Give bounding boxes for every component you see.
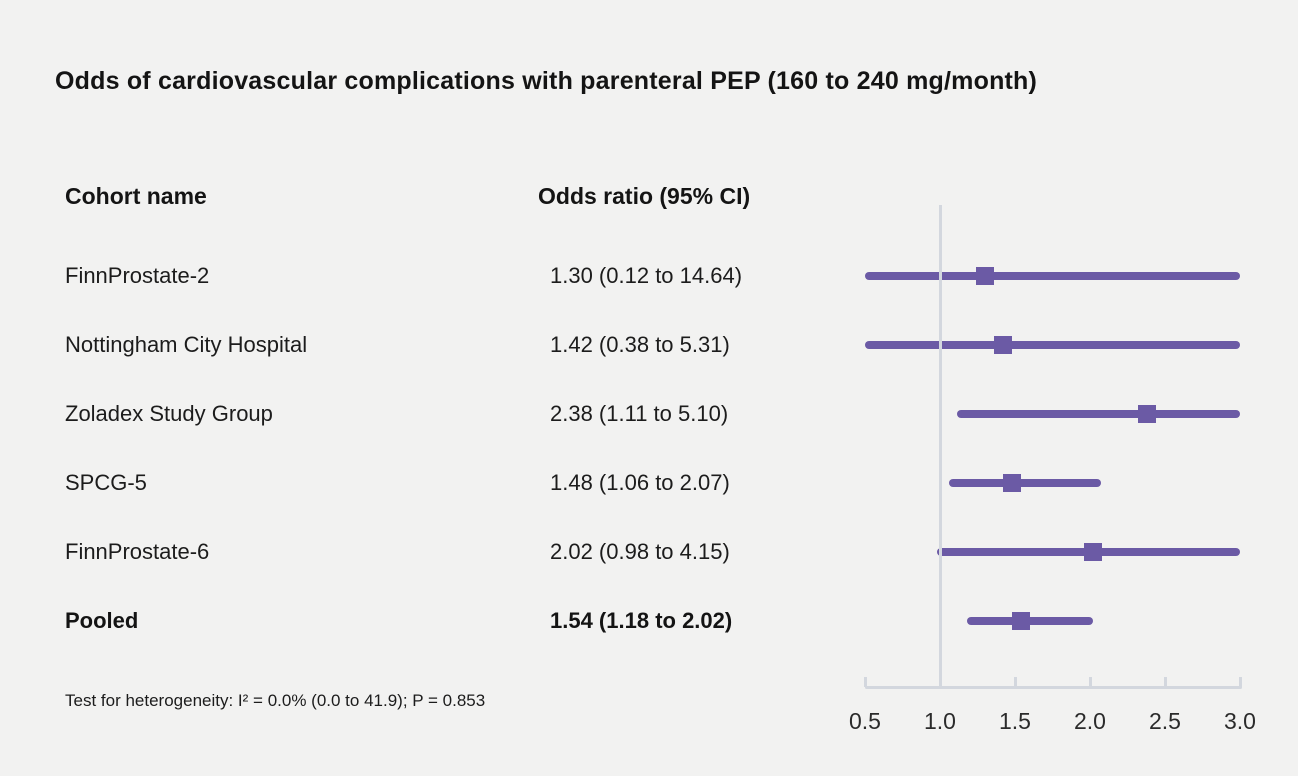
odds-ratio-marker bbox=[1003, 474, 1021, 492]
odds-ratio-value: 1.30 (0.12 to 14.64) bbox=[550, 263, 743, 288]
reference-line bbox=[938, 205, 942, 689]
x-axis-tick-label: 1.5 bbox=[999, 708, 1031, 734]
odds-ratio-value: 1.54 (1.18 to 2.02) bbox=[550, 608, 733, 633]
odds-ratio-marker bbox=[994, 336, 1012, 354]
odds-ratio-marker bbox=[1012, 612, 1030, 630]
x-axis-tick bbox=[938, 677, 942, 687]
x-axis-tick bbox=[863, 677, 867, 687]
cohort-name: FinnProstate-2 bbox=[65, 263, 210, 288]
odds-ratio-marker bbox=[1084, 543, 1102, 561]
cohort-name: Pooled bbox=[65, 608, 139, 633]
confidence-interval-line bbox=[865, 341, 1240, 349]
odds-ratio-value: 1.42 (0.38 to 5.31) bbox=[550, 332, 730, 357]
x-axis-tick bbox=[1163, 677, 1167, 687]
odds-ratio-value: 1.48 (1.06 to 2.07) bbox=[550, 470, 730, 495]
confidence-interval-line bbox=[949, 479, 1101, 487]
heterogeneity-note: Test for heterogeneity: I² = 0.0% (0.0 t… bbox=[65, 691, 486, 710]
x-axis-line bbox=[865, 686, 1242, 689]
x-axis-tick-label: 2.0 bbox=[1074, 708, 1106, 734]
x-axis-tick bbox=[1013, 677, 1017, 687]
odds-ratio-marker bbox=[1138, 405, 1156, 423]
cohort-name: Zoladex Study Group bbox=[65, 401, 273, 426]
x-axis-tick-label: 3.0 bbox=[1224, 708, 1256, 734]
cohort-name: Nottingham City Hospital bbox=[65, 332, 308, 357]
confidence-interval-line bbox=[865, 272, 1240, 280]
chart-title: Odds of cardiovascular complications wit… bbox=[55, 67, 1038, 95]
odds-ratio-marker bbox=[976, 267, 994, 285]
odds-ratio-column-header: Odds ratio (95% CI) bbox=[538, 183, 751, 209]
cohort-name: FinnProstate-6 bbox=[65, 539, 210, 564]
x-axis-tick-label: 1.0 bbox=[924, 708, 956, 734]
x-axis-tick bbox=[1238, 677, 1242, 687]
odds-ratio-value: 2.38 (1.11 to 5.10) bbox=[550, 401, 729, 426]
x-axis-tick-label: 0.5 bbox=[849, 708, 881, 734]
cohort-name: SPCG-5 bbox=[65, 470, 147, 495]
odds-ratio-value: 2.02 (0.98 to 4.15) bbox=[550, 539, 730, 564]
cohort-column-header: Cohort name bbox=[65, 183, 207, 209]
x-axis-tick bbox=[1088, 677, 1092, 687]
x-axis-tick-label: 2.5 bbox=[1149, 708, 1181, 734]
confidence-interval-line bbox=[967, 617, 1093, 625]
confidence-interval-line bbox=[956, 410, 1240, 418]
